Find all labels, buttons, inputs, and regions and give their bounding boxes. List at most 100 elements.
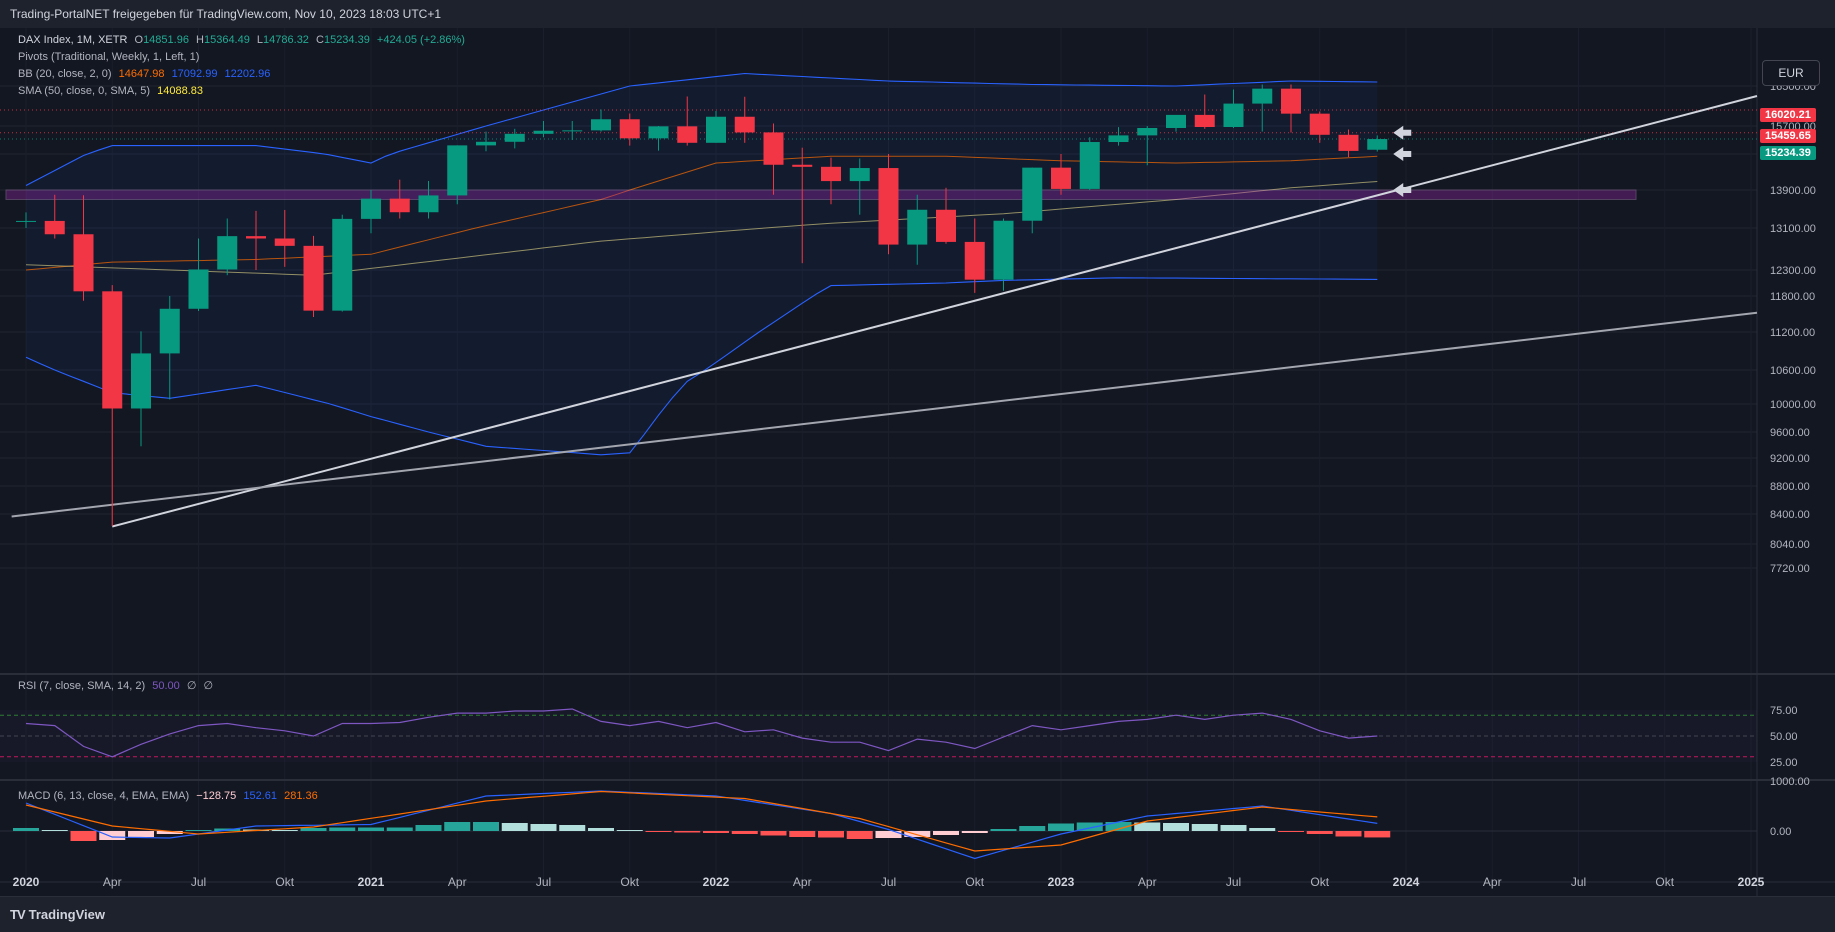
candle-body [533, 130, 554, 134]
macd-histogram-bar [760, 831, 787, 836]
macd-histogram-bar [1249, 828, 1276, 831]
price-label-resistance-2: 15459.65 [1760, 129, 1816, 143]
candle-body [619, 119, 640, 139]
chart-canvas[interactable]: 16500.0015700.0014700.0013900.0013100.00… [0, 28, 1835, 896]
candle-body [936, 209, 956, 242]
macd-histogram-bar [674, 831, 701, 833]
candle-body [1281, 88, 1301, 114]
price-tick-label: 10000.00 [1770, 399, 1816, 411]
change-value: +424.05 (+2.86%) [376, 34, 465, 46]
macd-histogram-bar [1105, 822, 1132, 831]
candle-body [73, 234, 94, 292]
time-tick-label: 2024 [1393, 875, 1420, 889]
price-label-resistance-1: 16020.21 [1760, 108, 1816, 122]
rsi-na-2: ∅ [203, 680, 214, 692]
macd-histogram-bar [904, 831, 931, 837]
macd-histogram-bar [329, 827, 356, 831]
candle-body [1051, 167, 1071, 189]
macd-legend[interactable]: MACD (6, 13, close, 4, EMA, EMA) −128.75… [18, 790, 322, 802]
bb-legend[interactable]: BB (20, close, 2, 0) 14647.98 17092.99 1… [18, 68, 274, 80]
candles [16, 84, 1388, 526]
macd-histogram-bar [185, 830, 212, 831]
macd-histogram-bar [271, 830, 298, 831]
time-tick-label: Apr [448, 875, 467, 889]
candle-body [734, 116, 755, 133]
macd-signal-line [25, 790, 1378, 852]
time-tick-label: Jul [881, 875, 896, 889]
macd-histogram-bar [1220, 825, 1247, 831]
pivots-label: Pivots (Traditional, Weekly, 1, Left, 1) [18, 51, 200, 63]
macd-histogram-bar [818, 831, 844, 838]
candle-body [562, 130, 583, 132]
macd-tick-label: 0.00 [1770, 826, 1791, 838]
time-tick-label: Apr [793, 875, 812, 889]
bollinger-upper-line [25, 72, 1378, 186]
macd-histogram-bar [1364, 831, 1391, 838]
macd-histogram-bar [990, 829, 1017, 831]
time-tick-label: 2020 [13, 875, 40, 889]
macd-histogram-bar [789, 831, 816, 837]
candle-body [1223, 103, 1244, 128]
pivots-legend[interactable]: Pivots (Traditional, Weekly, 1, Left, 1) [18, 51, 203, 63]
macd-histogram-bar [616, 830, 643, 831]
macd-histogram-bar [1191, 824, 1218, 831]
price-tick-label: 13100.00 [1770, 223, 1816, 235]
macd-line [25, 790, 1378, 860]
open-label: O [134, 34, 144, 46]
bb-lower-value: 12202.96 [224, 68, 271, 80]
annotation-arrow-icon [1393, 147, 1412, 161]
rsi-line [25, 708, 1378, 758]
time-tick-label: Apr [1138, 875, 1157, 889]
candle-body [878, 168, 899, 245]
time-tick-label: Okt [965, 875, 984, 889]
top-bar: Trading-PortalNET freigegeben für Tradin… [0, 0, 1835, 29]
rsi-legend[interactable]: RSI (7, close, SMA, 14, 2) 50.00 ∅ ∅ [18, 679, 217, 692]
high-value: 15364.49 [203, 34, 250, 46]
candle-body [44, 220, 65, 235]
macd-histogram-bar [703, 831, 729, 833]
time-tick-label: Jul [536, 875, 551, 889]
annotation-arrow-icon [1393, 125, 1412, 140]
chart-area[interactable]: 16500.0015700.0014700.0013900.0013100.00… [0, 28, 1835, 896]
macd-histogram-bar [41, 830, 68, 831]
macd-histogram-bar [415, 825, 442, 831]
currency-button[interactable]: EUR [1762, 60, 1820, 86]
candle-body [1108, 135, 1129, 143]
macd-histogram-bar [128, 831, 154, 837]
macd-histogram-bar [530, 824, 557, 831]
macd-histogram-bar [961, 831, 988, 833]
macd-histogram-bar [588, 828, 614, 831]
candle-body [447, 145, 468, 196]
macd-histogram-bar [386, 827, 413, 831]
price-tick-label: 13900.00 [1770, 185, 1816, 197]
low-value: 14786.32 [263, 34, 309, 46]
macd-histogram-bar [99, 831, 126, 840]
rsi-tick-label: 25.00 [1770, 757, 1798, 769]
rsi-value: 50.00 [152, 680, 180, 692]
candle-body [418, 195, 439, 213]
open-value: 14851.96 [143, 34, 189, 46]
candle-body [504, 133, 525, 142]
candle-body [188, 269, 209, 309]
time-tick-label: Apr [103, 875, 122, 889]
price-tick-label: 11200.00 [1770, 327, 1815, 339]
tradingview-brand[interactable]: TV TradingView [10, 907, 105, 922]
candle-body [821, 166, 841, 182]
macd-signal-value: 281.36 [284, 790, 318, 802]
bottom-bar: TV TradingView [0, 896, 1835, 932]
time-tick-label: Okt [1310, 875, 1329, 889]
symbol-label[interactable]: DAX Index, 1M, XETR [18, 34, 128, 46]
candle-body [1309, 113, 1330, 135]
macd-histogram-bar [1306, 831, 1333, 834]
brand-name: TradingView [28, 907, 105, 922]
price-tick-label: 9200.00 [1770, 453, 1810, 465]
macd-histogram-bar [473, 822, 499, 831]
candle-body [361, 198, 381, 219]
candle-body [102, 291, 123, 409]
macd-histogram-bar [300, 828, 327, 831]
macd-histogram-bar [933, 831, 959, 835]
macd-histogram-bar [559, 825, 586, 831]
close-label: C [316, 34, 324, 46]
high-label: H [196, 34, 204, 46]
sma-legend[interactable]: SMA (50, close, 0, SMA, 5) 14088.83 [18, 85, 207, 97]
